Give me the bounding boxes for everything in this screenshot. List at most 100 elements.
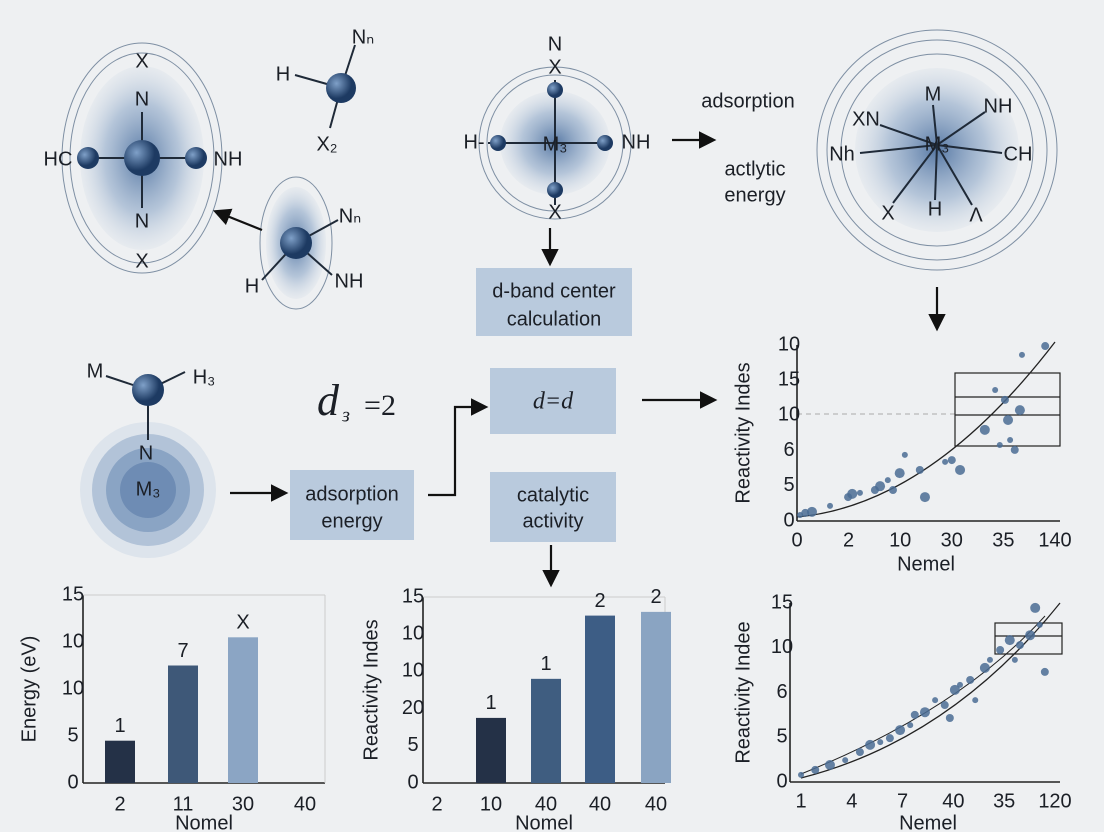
atom-label: M₃: [136, 478, 161, 500]
box-label: d=d: [533, 389, 574, 415]
point: [855, 748, 864, 757]
point: [947, 456, 956, 465]
y-tick-label: 10: [778, 333, 800, 355]
x-tick-label: 10: [889, 529, 911, 551]
box: [490, 368, 616, 434]
atom-label: XN: [852, 108, 880, 130]
side-label: adsorption: [701, 90, 794, 112]
y-axis-label: Reactivity Indee: [732, 621, 754, 763]
y-axis-label: Energy (eV): [18, 636, 40, 743]
formula-rest: =2: [364, 389, 396, 422]
y-tick-label: 10: [402, 622, 424, 644]
arrow: [428, 398, 489, 497]
y-tick-label: 15: [62, 583, 84, 605]
side-label: energy: [724, 184, 785, 206]
x-tick-label: 40: [535, 793, 557, 815]
value-label: 2: [594, 590, 605, 612]
x-tick-label: 120: [1038, 790, 1071, 812]
atom-label: HC: [44, 148, 73, 170]
x-axis-label: Nomel: [515, 812, 573, 832]
y-axis-label: Reactivity Indes: [732, 362, 754, 503]
y-tick-label: 6: [776, 681, 787, 703]
point: [996, 441, 1003, 448]
x-tick-label: 140: [1038, 529, 1071, 551]
point: [895, 725, 906, 736]
atom-label: Nₙ: [352, 26, 374, 48]
point: [910, 710, 919, 719]
y-tick-label: 5: [67, 724, 78, 746]
box-label: catalytic: [517, 484, 589, 506]
x-axis-label: Nemel: [897, 553, 955, 575]
y-tick-label: 5: [407, 734, 418, 756]
y-tick-label: 5: [776, 726, 787, 748]
point: [942, 458, 949, 465]
x-tick-label: 40: [645, 793, 667, 815]
y-tick-label: 0: [407, 771, 418, 793]
point: [1000, 395, 1009, 404]
molecule-3: Nₙ H NH: [212, 176, 363, 310]
atom-label: H: [245, 275, 259, 297]
x-tick-label: 2: [431, 793, 442, 815]
x-tick-label: 40: [294, 793, 316, 815]
y-tick-label: 0: [776, 770, 787, 792]
y-tick-label: 15: [402, 585, 424, 607]
point: [847, 488, 858, 499]
trend-line: [800, 602, 1061, 779]
formula-sub: ɜ: [341, 405, 350, 427]
molecule-6: M H₃ N M₃: [80, 360, 216, 558]
point: [915, 465, 924, 474]
x-tick-label: 30: [941, 529, 963, 551]
atom-label: N: [135, 210, 149, 232]
arrow: [212, 208, 263, 232]
point: [1007, 437, 1014, 444]
box: [290, 470, 414, 540]
atom-label: X: [548, 56, 561, 78]
point: [798, 771, 804, 778]
box-label: energy: [321, 510, 382, 532]
x-tick-label: 30: [232, 793, 254, 815]
point: [1011, 656, 1018, 663]
point: [992, 387, 999, 394]
x-tick-label: 35: [993, 790, 1015, 812]
bar: [585, 615, 615, 783]
point: [901, 451, 908, 458]
atom-label: M₃: [543, 133, 568, 155]
bar: [105, 740, 135, 783]
x-tick-label: 2: [843, 529, 854, 551]
y-tick-label: 5: [783, 474, 794, 496]
point: [806, 506, 817, 517]
point: [1036, 621, 1043, 628]
atom-label: M₃: [925, 133, 950, 155]
point: [979, 662, 990, 673]
point: [877, 739, 884, 746]
y-axis-label: Reactivity Indes: [360, 619, 382, 760]
atom-label: X: [135, 50, 148, 72]
y-tick-label: 20: [402, 697, 424, 719]
x-axis-label: Nemel: [899, 812, 957, 832]
point: [865, 739, 876, 750]
box-label: adsorption: [305, 483, 398, 505]
molecule-4: N X H- M₃ NH X: [463, 33, 650, 267]
x-tick-label: 2: [114, 793, 125, 815]
point: [1041, 342, 1050, 351]
box-label: d-band center: [492, 280, 616, 302]
atom-label: X: [135, 250, 148, 272]
box-label: activity: [522, 510, 583, 532]
atom-label: X: [881, 202, 894, 224]
y-tick-label: 15: [771, 591, 793, 613]
point: [875, 481, 886, 492]
x-tick-label: 40: [589, 793, 611, 815]
atom-label: X: [548, 201, 561, 223]
point: [1015, 641, 1024, 650]
atom-label: H-: [463, 131, 484, 153]
atom-label: CH: [1004, 143, 1033, 165]
y-tick-label: 10: [771, 636, 793, 658]
atom-label: Nh: [829, 143, 855, 165]
point: [996, 645, 1005, 654]
atom-label: N: [139, 442, 153, 464]
value-label: 1: [114, 715, 125, 737]
point: [1003, 414, 1014, 425]
point: [1040, 667, 1049, 676]
atom-label: NH: [984, 95, 1013, 117]
point: [1025, 630, 1036, 641]
